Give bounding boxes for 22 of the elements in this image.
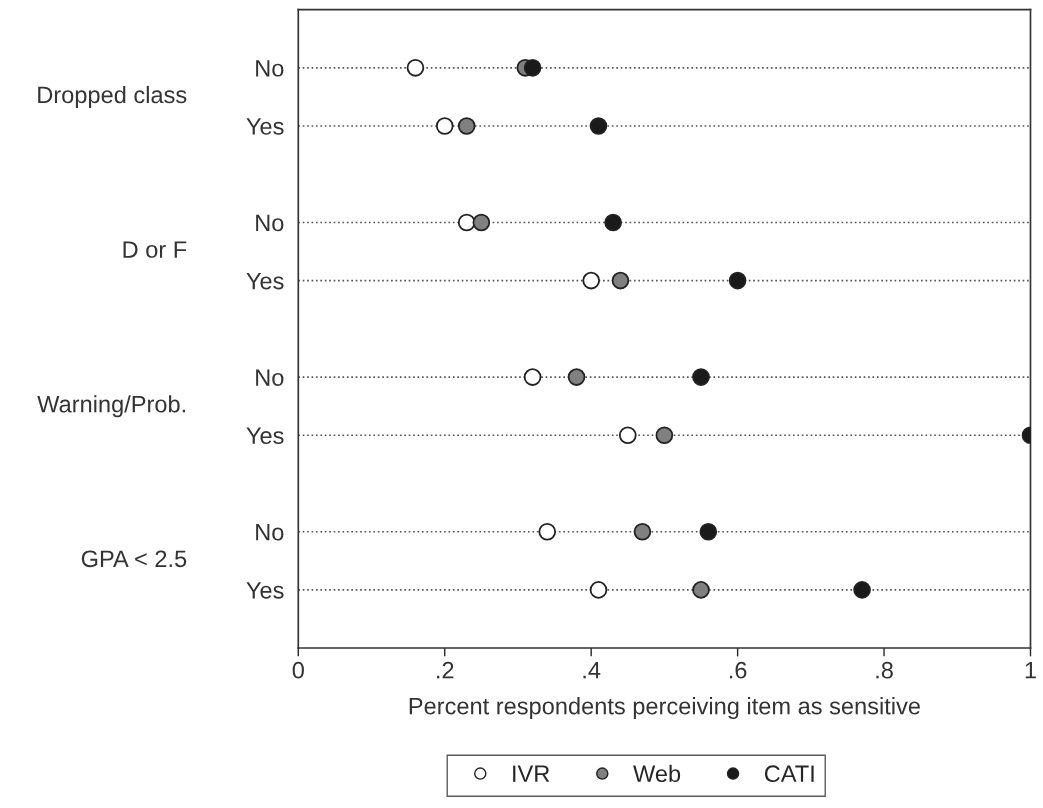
x-axis-title: Percent respondents perceiving item as sensitive [409, 697, 920, 720]
text: GPA < 2.5 [81, 550, 187, 568]
x-tick-label: .8 [876, 661, 893, 679]
x-tick-label: .2 [437, 661, 454, 679]
y-tick-label: No [256, 214, 284, 232]
y-tick-label: No [256, 60, 284, 77]
y-tick-label: Yes [246, 582, 284, 599]
y-tick-label: Yes [246, 118, 284, 135]
text: Dropped class [38, 85, 187, 108]
text: D or F [123, 241, 187, 258]
x-tick-label: .4 [583, 662, 601, 679]
x-tick-label: 1 [1025, 662, 1036, 679]
x-tick-label: .6 [729, 661, 747, 679]
y-tick-label: No [256, 369, 284, 386]
y-tick-label: Yes [246, 427, 284, 445]
y-tick-label: Yes [246, 272, 284, 290]
legend-label: Web [633, 764, 681, 783]
y-tick-label: No [256, 524, 284, 541]
text: Warning/Prob. [37, 395, 186, 418]
legend-label: CATI [764, 765, 814, 783]
legend-label: IVR [513, 765, 550, 782]
x-tick-label: 0 [292, 661, 304, 679]
